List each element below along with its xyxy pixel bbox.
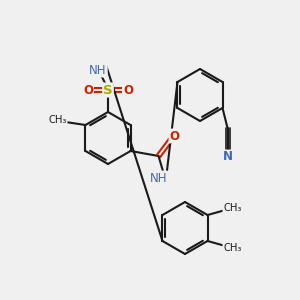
Text: O: O bbox=[123, 83, 133, 97]
Text: S: S bbox=[103, 83, 113, 97]
Text: O: O bbox=[83, 83, 93, 97]
Text: CH₃: CH₃ bbox=[223, 203, 242, 213]
Text: O: O bbox=[169, 130, 179, 142]
Text: CH₃: CH₃ bbox=[223, 243, 242, 253]
Text: NH: NH bbox=[150, 172, 167, 184]
Text: N: N bbox=[223, 151, 232, 164]
Text: CH₃: CH₃ bbox=[48, 115, 67, 125]
Text: NH: NH bbox=[89, 64, 107, 76]
